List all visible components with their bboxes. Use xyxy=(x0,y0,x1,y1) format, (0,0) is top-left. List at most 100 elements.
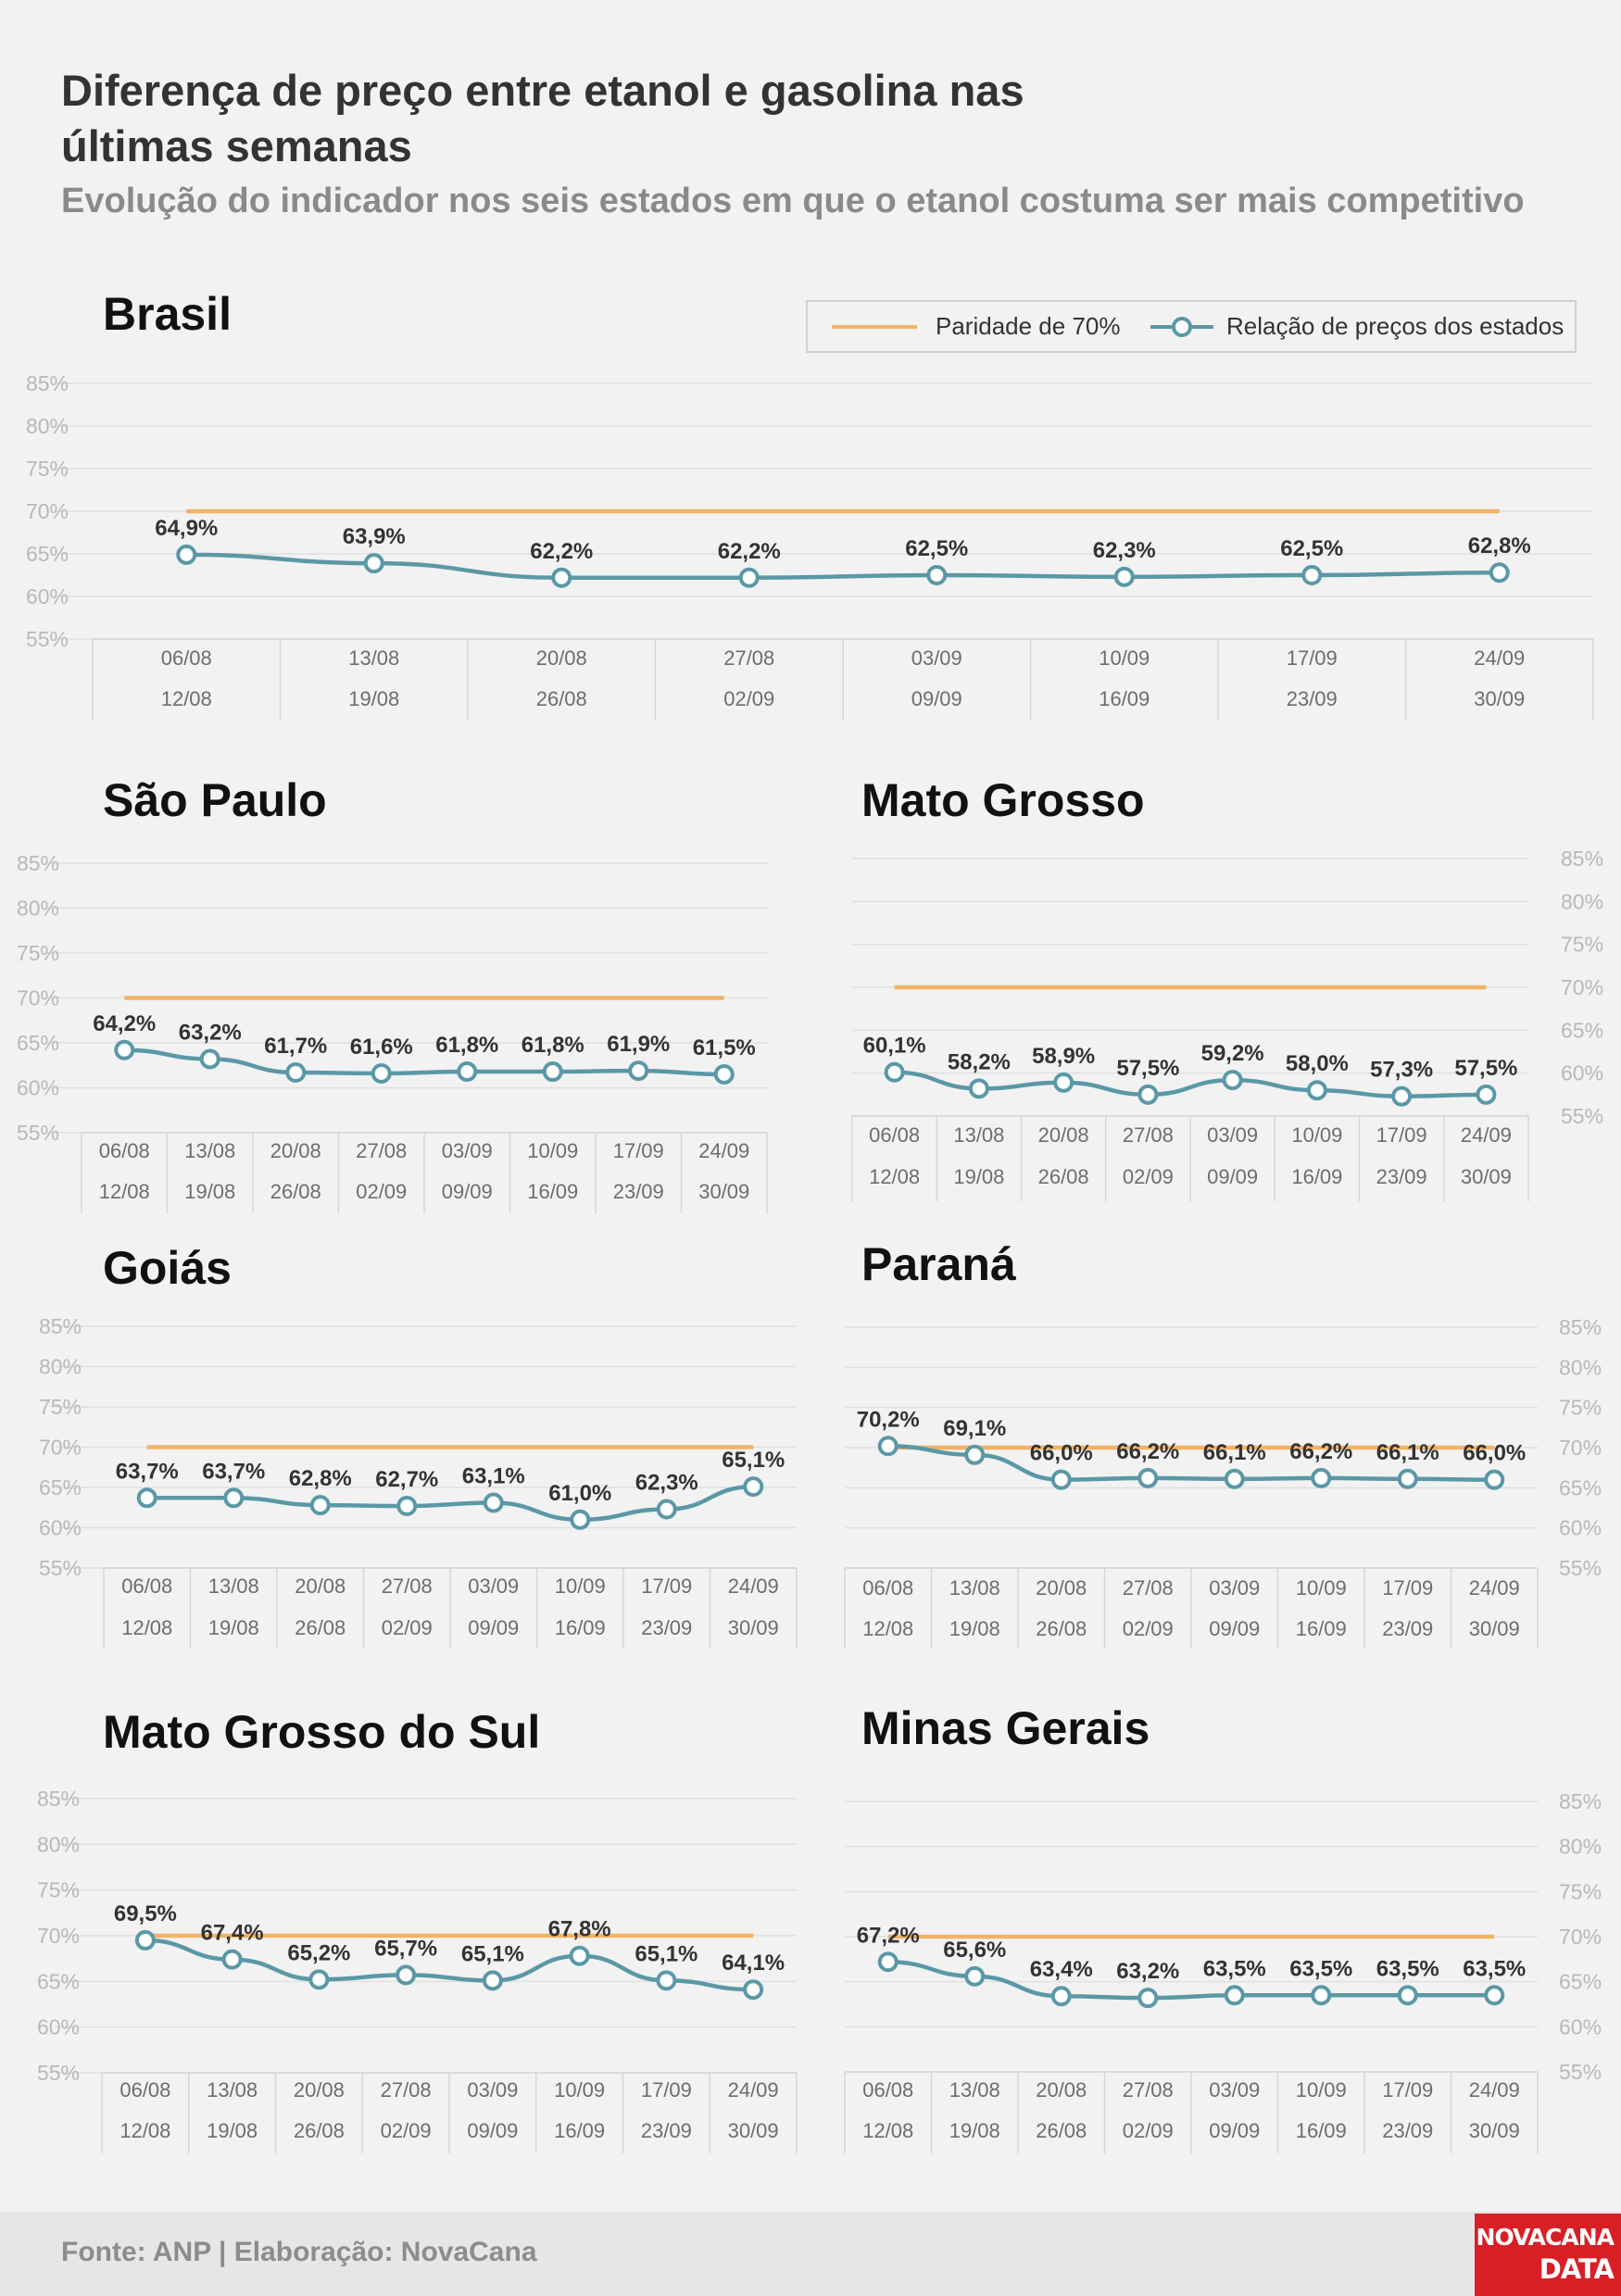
x-tick-label: 12/08 xyxy=(862,2119,913,2142)
x-tick-label: 26/08 xyxy=(1038,1165,1089,1188)
x-tick-label: 19/08 xyxy=(953,1165,1004,1188)
data-point xyxy=(1397,1468,1418,1489)
x-tick-label: 02/09 xyxy=(723,687,774,710)
x-tick-label: 16/09 xyxy=(1296,1617,1347,1640)
y-tick-label: 85% xyxy=(1561,847,1603,871)
source-credit: Fonte: ANP | Elaboração: NovaCana xyxy=(61,2237,537,2267)
data-point xyxy=(1137,1988,1159,2009)
y-tick-label: 85% xyxy=(1559,1315,1602,1339)
x-tick-label: 10/09 xyxy=(555,1575,606,1598)
x-tick-label: 10/09 xyxy=(1291,1123,1342,1147)
x-tick-label: 13/08 xyxy=(208,1575,259,1598)
data-label: 63,9% xyxy=(343,524,406,549)
data-label: 60,1% xyxy=(863,1034,926,1059)
y-tick-label: 80% xyxy=(39,1355,82,1379)
y-tick-label: 75% xyxy=(1559,1879,1602,1903)
data-label: 63,2% xyxy=(1116,1959,1179,1984)
y-tick-label: 80% xyxy=(37,1832,80,1856)
x-tick-label: 10/09 xyxy=(1099,646,1150,670)
data-label: 62,8% xyxy=(1468,533,1531,558)
data-point xyxy=(656,1970,677,1991)
data-point xyxy=(363,553,384,574)
y-tick-label: 60% xyxy=(1559,2014,1602,2039)
data-point xyxy=(134,1929,156,1951)
y-tick-label: 60% xyxy=(17,1076,59,1100)
x-tick-label: 16/09 xyxy=(1099,687,1150,710)
x-tick-label: 17/09 xyxy=(641,1575,692,1598)
data-point xyxy=(176,544,197,565)
x-tick-label: 02/09 xyxy=(1123,1165,1174,1188)
x-tick-label: 10/09 xyxy=(1296,1576,1347,1600)
x-tick-label: 17/09 xyxy=(641,2078,692,2102)
data-label: 66,0% xyxy=(1030,1441,1093,1466)
data-label: 57,5% xyxy=(1454,1056,1517,1081)
y-tick-label: 65% xyxy=(17,1031,59,1055)
x-tick-label: 06/08 xyxy=(99,1139,150,1162)
data-label: 65,2% xyxy=(287,1940,350,1965)
y-tick-label: 75% xyxy=(17,941,59,965)
data-point xyxy=(371,1062,392,1084)
data-label: 69,1% xyxy=(943,1416,1006,1441)
data-point xyxy=(1222,1070,1243,1091)
y-tick-label: 55% xyxy=(26,627,69,651)
data-point xyxy=(964,1965,986,1987)
x-tick-label: 20/08 xyxy=(295,1575,346,1598)
data-point xyxy=(1050,1469,1072,1490)
x-tick-label: 30/09 xyxy=(1461,1165,1512,1188)
x-tick-label: 23/09 xyxy=(1382,1617,1433,1640)
y-tick-label: 80% xyxy=(1561,889,1603,913)
data-label: 66,2% xyxy=(1289,1439,1352,1464)
x-tick-label: 03/09 xyxy=(911,646,962,670)
logo-line1: NOVACANA xyxy=(1476,2224,1615,2251)
data-point xyxy=(396,1496,418,1517)
data-label: 65,1% xyxy=(461,1941,524,1966)
data-point xyxy=(656,1499,677,1520)
x-tick-label: 06/08 xyxy=(862,2078,913,2102)
y-tick-label: 70% xyxy=(1561,975,1603,999)
x-tick-label: 03/09 xyxy=(442,1139,493,1162)
x-tick-label: 27/08 xyxy=(382,1575,433,1598)
y-tick-label: 55% xyxy=(1561,1104,1603,1128)
x-tick-label: 24/09 xyxy=(728,2078,779,2102)
y-tick-label: 70% xyxy=(37,1924,80,1948)
page-title-line1: Diferença de preço entre etanol e gasoli… xyxy=(61,66,1024,115)
x-tick-label: 24/09 xyxy=(728,1575,779,1598)
x-tick-label: 12/08 xyxy=(161,687,212,710)
y-tick-label: 65% xyxy=(37,1969,80,1993)
x-tick-label: 16/09 xyxy=(1296,2119,1347,2142)
legend-item-ratio: Relação de preços dos estados xyxy=(1149,302,1564,351)
data-label: 70,2% xyxy=(857,1407,920,1432)
x-tick-label: 26/08 xyxy=(270,1180,321,1203)
x-tick-label: 02/09 xyxy=(1123,2119,1174,2142)
data-label: 63,5% xyxy=(1289,1956,1352,1981)
x-tick-label: 09/09 xyxy=(1209,2119,1260,2142)
x-tick-label: 26/08 xyxy=(536,687,587,710)
data-label: 62,3% xyxy=(1093,538,1156,563)
x-tick-label: 26/08 xyxy=(295,1616,346,1639)
x-tick-label: 24/09 xyxy=(1469,1576,1520,1600)
data-label: 61,8% xyxy=(435,1033,498,1058)
x-tick-label: 27/08 xyxy=(381,2078,432,2102)
y-tick-label: 70% xyxy=(17,986,59,1010)
y-tick-label: 75% xyxy=(39,1395,82,1419)
legend-ratio-swatch xyxy=(1150,316,1213,337)
data-label: 66,1% xyxy=(1203,1440,1266,1465)
y-tick-label: 75% xyxy=(1559,1396,1602,1420)
data-point xyxy=(1224,1985,1245,2006)
y-tick-label: 55% xyxy=(39,1556,82,1580)
y-tick-label: 65% xyxy=(1559,1475,1602,1499)
x-tick-label: 03/09 xyxy=(1209,2078,1260,2102)
y-tick-label: 60% xyxy=(1559,1516,1602,1540)
data-point xyxy=(884,1061,905,1083)
data-point xyxy=(1113,566,1135,587)
y-tick-label: 80% xyxy=(17,897,59,921)
data-label: 66,1% xyxy=(1376,1440,1439,1465)
x-tick-label: 27/08 xyxy=(356,1139,407,1162)
data-label: 62,2% xyxy=(530,539,593,564)
page-title-line2: últimas semanas xyxy=(61,121,412,170)
data-label: 63,4% xyxy=(1030,1957,1093,1982)
chart-sao-paulo: 85% 80% 75% 70% 65% 60% 55% 06/08 12/08 13/08 19/0… xyxy=(0,764,797,1223)
data-point xyxy=(1484,1469,1505,1490)
x-tick-label: 06/08 xyxy=(869,1123,920,1147)
chart-parana: 85% 80% 75% 70% 65% 60% 55% 06/08 12/08 13/08 19/0… xyxy=(815,1232,1621,1667)
